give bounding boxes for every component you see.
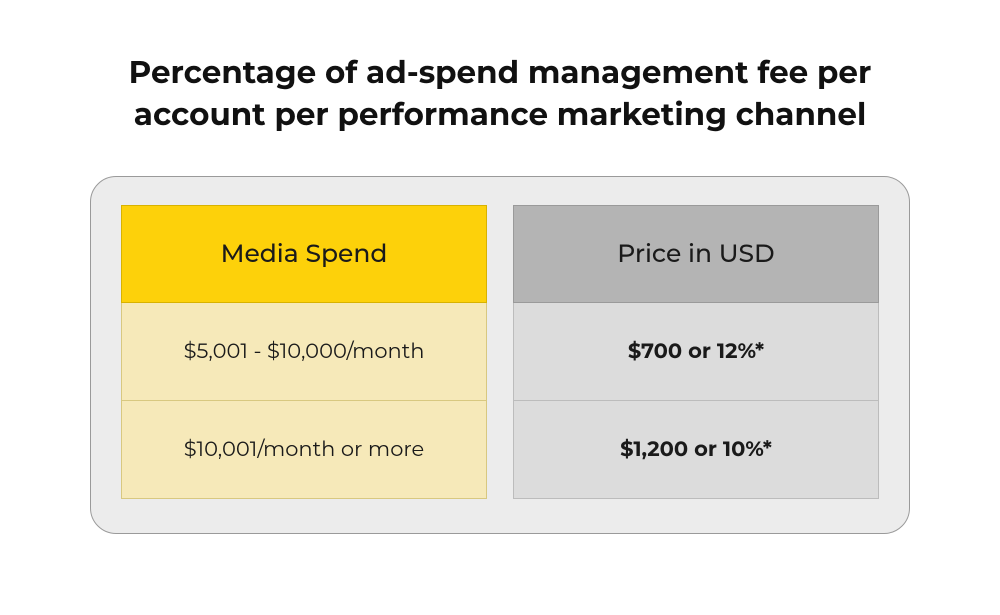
header-price-usd: Price in USD	[513, 205, 879, 303]
spend-row-1: $5,001 - $10,000/month	[121, 303, 487, 401]
column-media-spend: Media Spend $5,001 - $10,000/month $10,0…	[121, 205, 487, 499]
spend-row-2: $10,001/month or more	[121, 401, 487, 499]
pricing-card: Media Spend $5,001 - $10,000/month $10,0…	[90, 176, 910, 534]
page-title: Percentage of ad-spend management fee pe…	[90, 52, 910, 136]
price-row-2: $1,200 or 10%*	[513, 401, 879, 499]
page: Percentage of ad-spend management fee pe…	[0, 0, 1000, 615]
header-media-spend: Media Spend	[121, 205, 487, 303]
price-row-1: $700 or 12%*	[513, 303, 879, 401]
column-price-usd: Price in USD $700 or 12%* $1,200 or 10%*	[513, 205, 879, 499]
